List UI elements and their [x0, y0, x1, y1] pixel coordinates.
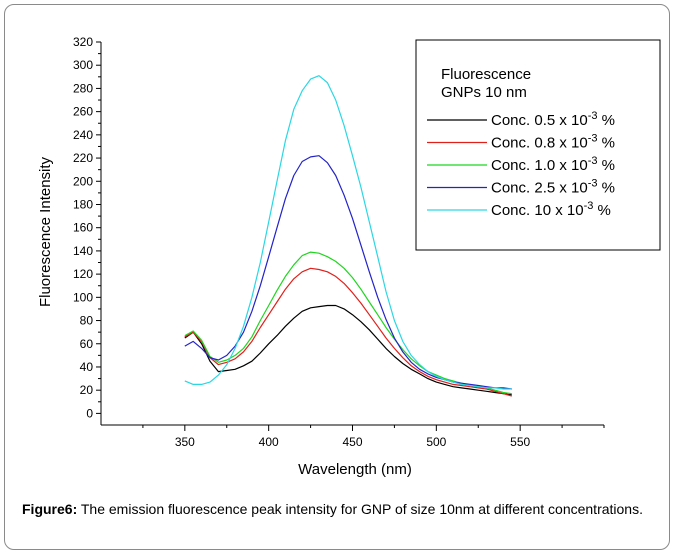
- y-tick-label: 280: [73, 81, 93, 95]
- y-tick-label: 120: [73, 267, 93, 281]
- legend-title: Fluorescence: [441, 66, 531, 83]
- y-tick-label: 100: [73, 290, 93, 304]
- y-tick-label: 60: [80, 337, 94, 351]
- legend-label-3: Conc. 1.0 x 10-3 %: [491, 155, 615, 174]
- x-tick-label: 500: [426, 435, 446, 449]
- y-axis-title: Fluorescence Intensity: [37, 156, 54, 307]
- legend-label-2: Conc. 0.8 x 10-3 %: [491, 133, 615, 152]
- figure-caption: Figure6: The emission fluorescence peak …: [22, 500, 662, 518]
- series-line-3: [184, 251, 512, 395]
- x-tick-label: 350: [175, 435, 195, 449]
- legend-label-1: Conc. 0.5 x 10-3 %: [491, 110, 615, 129]
- legend-label-4: Conc. 2.5 x 10-3 %: [491, 178, 615, 197]
- legend-box: [415, 39, 661, 251]
- y-tick-label: 260: [73, 105, 93, 119]
- x-tick-label: 450: [342, 435, 362, 449]
- y-tick-label: 240: [73, 128, 93, 142]
- series-line-2: [184, 267, 512, 397]
- series-layer: [184, 75, 512, 397]
- series-line-5: [184, 75, 512, 390]
- y-tick-label: 0: [86, 406, 93, 420]
- x-tick-label: 400: [259, 435, 279, 449]
- y-tick-label: 140: [73, 244, 93, 258]
- y-tick-label: 40: [80, 360, 94, 374]
- x-tick-label: 550: [510, 435, 530, 449]
- legend-label-5: Conc. 10 x 10-3 %: [491, 200, 611, 219]
- y-tick-label: 220: [73, 151, 93, 165]
- y-tick-label: 160: [73, 221, 93, 235]
- x-axis-title: Wavelength (nm): [298, 461, 412, 478]
- caption-text: The emission fluorescence peak intensity…: [77, 501, 643, 517]
- y-tick-label: 300: [73, 58, 93, 72]
- caption-label: Figure6:: [22, 501, 78, 517]
- legend-title: GNPs 10 nm: [441, 84, 527, 101]
- y-tick-label: 20: [80, 383, 94, 397]
- y-tick-label: 180: [73, 197, 93, 211]
- y-tick-label: 80: [80, 314, 94, 328]
- series-line-1: [184, 304, 512, 396]
- axes: 0 20 40 60 80 100 120 140 160 180 200 220 240 260 280 3…: [73, 35, 605, 449]
- y-tick-label: 200: [73, 174, 93, 188]
- y-tick-label: 320: [73, 35, 93, 49]
